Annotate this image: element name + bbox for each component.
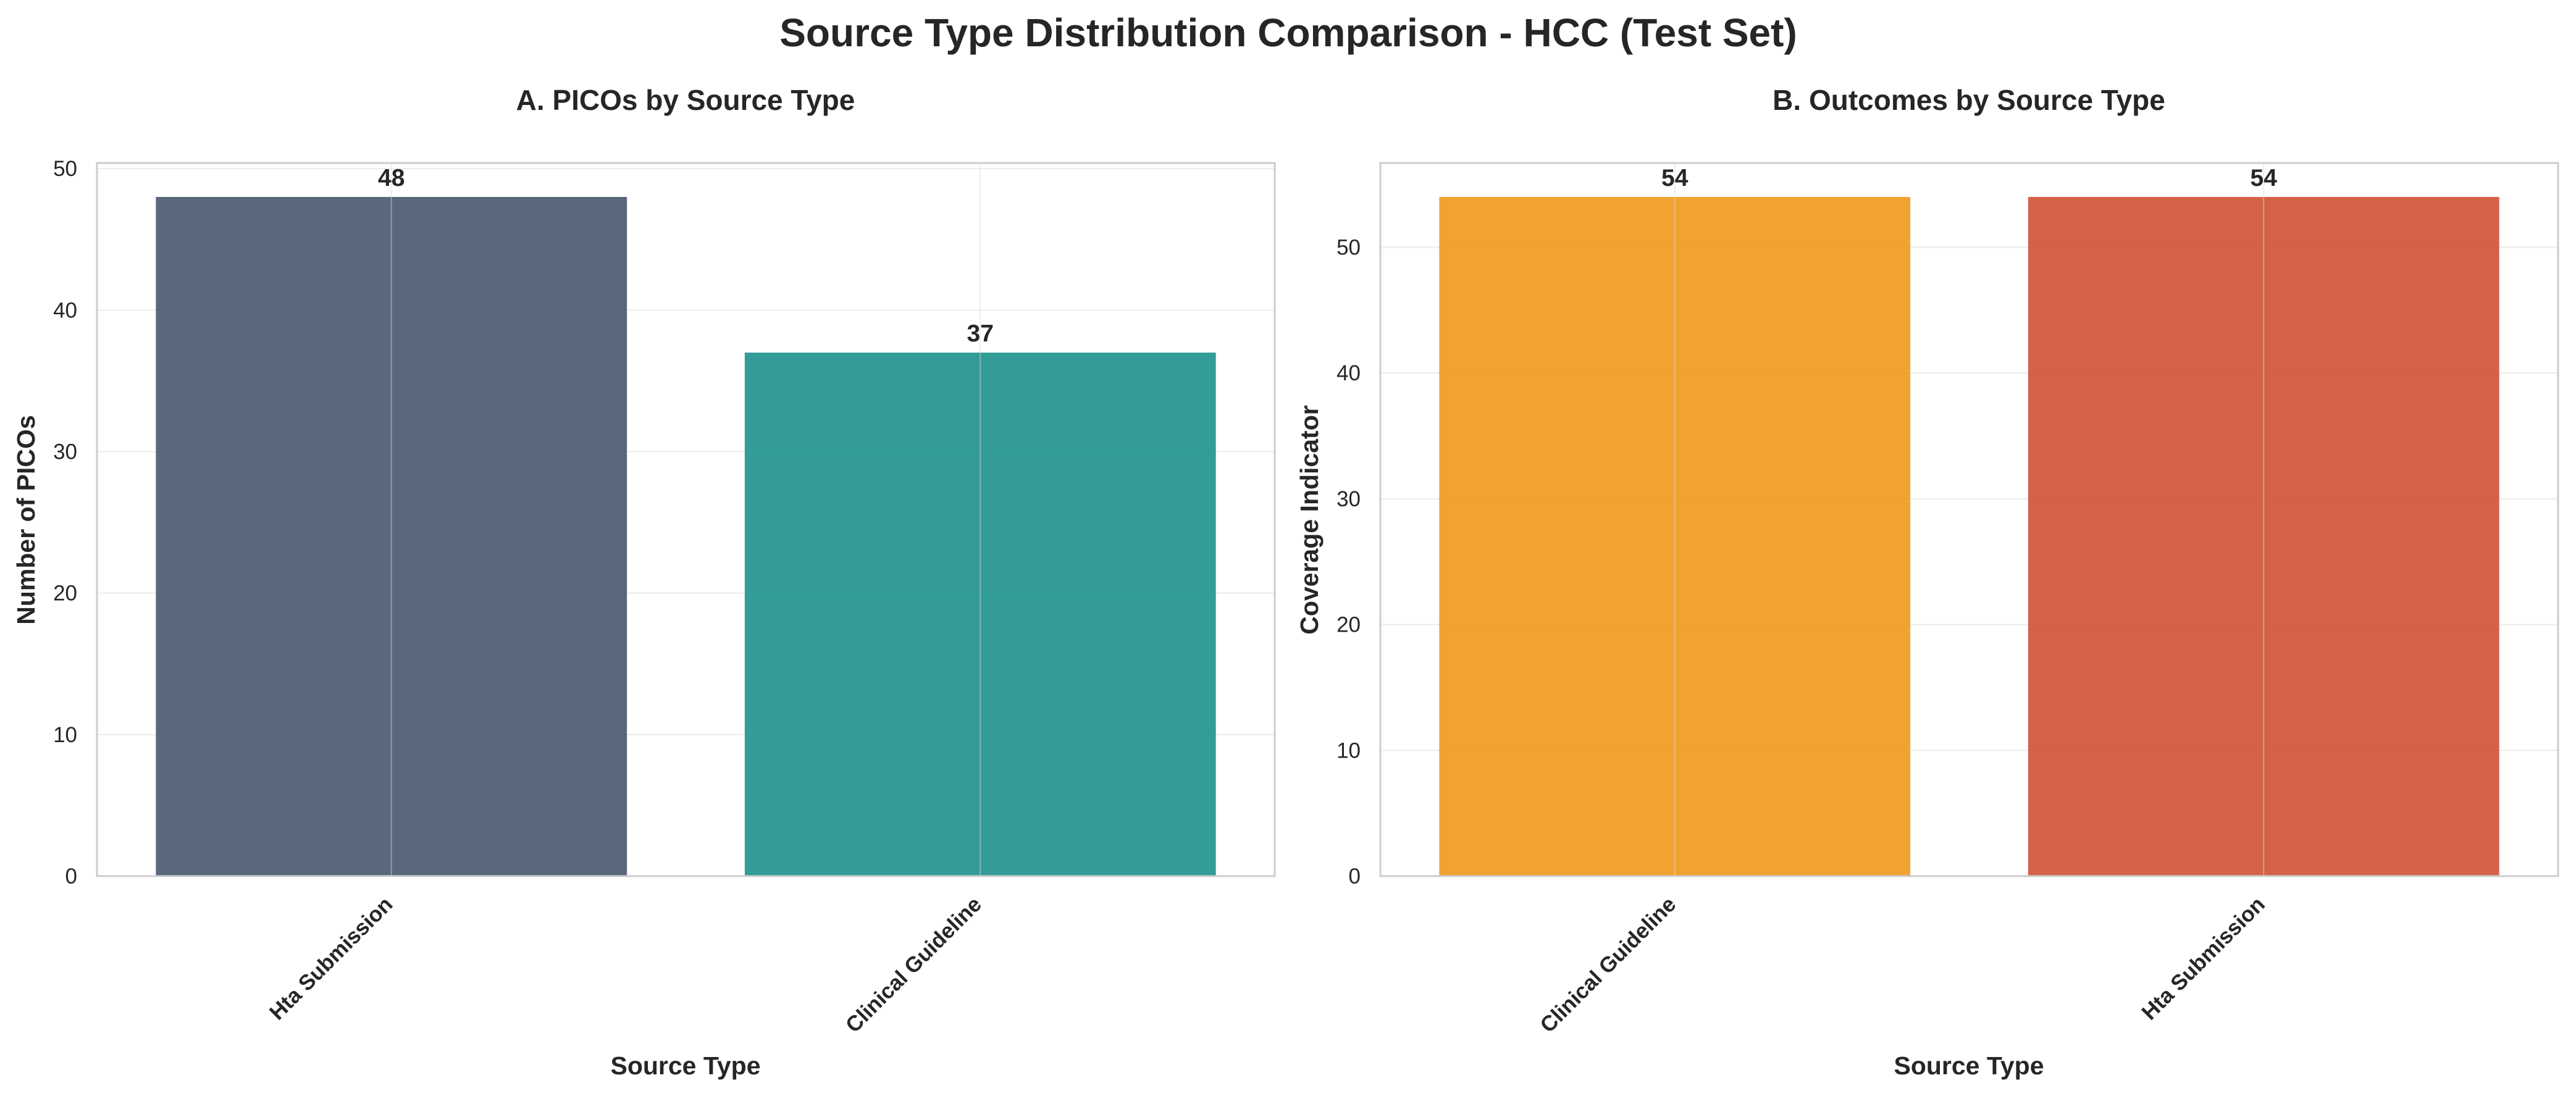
panel-b-axes-frame — [1379, 162, 2559, 877]
panel-a-value-labels: 48 37 — [378, 165, 994, 347]
panel-a-vgridlines — [390, 163, 981, 876]
panel-a-ytick-label: 50 — [53, 157, 77, 181]
panel-b-xlabel: Source Type — [1894, 1051, 2044, 1080]
panel-a-title: A. PICOs by Source Type — [516, 84, 855, 116]
panel-a-xlabel: Source Type — [610, 1051, 760, 1080]
panel-b-value-label: 54 — [2251, 165, 2278, 191]
panel-b-ytick-label: 0 — [1349, 864, 1361, 888]
panel-b-title: B. Outcomes by Source Type — [1773, 84, 2165, 116]
panel-a-bar — [156, 197, 627, 876]
panel-b-ytick-label: 20 — [1336, 613, 1361, 637]
panel-b-ytick-label: 40 — [1336, 361, 1361, 385]
panel-a-bars — [156, 197, 1216, 876]
panel-b-ytick-label: 50 — [1336, 235, 1361, 259]
panel-b-ylabel: Coverage Indicator — [1295, 405, 1324, 634]
panel-b-bars — [1439, 197, 2499, 876]
panel-a-yticks: 0 10 20 30 40 50 — [53, 157, 77, 888]
panel-a-ylabel: Number of PICOs — [12, 415, 40, 624]
panel-b-vgridlines — [1674, 163, 2265, 876]
panel-a-ytick-label: 10 — [53, 723, 77, 747]
panel-a-axes-frame — [96, 162, 1276, 877]
panel-a-value-label: 37 — [967, 320, 994, 347]
panel-a-ytick-label: 20 — [53, 582, 77, 606]
panel-b-bar — [2028, 197, 2499, 876]
panel-b: B. Outcomes by Source Type 0 10 20 30 40 50 C… — [1295, 84, 2559, 1080]
panel-a-ytick-label: 30 — [53, 440, 77, 464]
panel-b-value-labels: 54 54 — [1661, 165, 2277, 191]
panel-a-ytick-label: 0 — [65, 864, 77, 888]
panel-b-ytick-label: 30 — [1336, 487, 1361, 511]
panel-b-yticks: 0 10 20 30 40 50 — [1336, 235, 1361, 888]
panel-b-bar — [1439, 197, 1911, 876]
panel-a-value-label: 48 — [378, 165, 405, 191]
panel-a-ytick-label: 40 — [53, 298, 77, 322]
panel-b-ytick-label: 10 — [1336, 738, 1361, 763]
figure-title: Source Type Distribution Comparison - HC… — [779, 10, 1797, 55]
panel-b-value-label: 54 — [1661, 165, 1689, 191]
panel-a-bar — [744, 353, 1216, 876]
